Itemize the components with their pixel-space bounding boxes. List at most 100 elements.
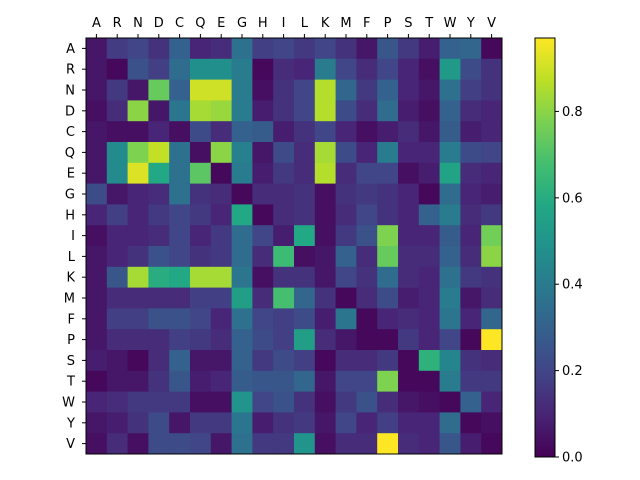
- y-tick-label: Q: [65, 146, 75, 161]
- y-tick-label: A: [66, 42, 75, 57]
- heatmap-cell-W-D: [148, 391, 170, 413]
- heatmap-cell-R-S: [398, 58, 420, 80]
- heatmap-cell-N-K: [314, 79, 336, 101]
- y-tick-label: G: [65, 188, 75, 203]
- heatmap-cell-F-L: [294, 308, 316, 330]
- heatmap-cell-R-H: [252, 58, 274, 80]
- heatmap-cell-M-Q: [190, 287, 212, 309]
- heatmap-cell-T-K: [314, 370, 336, 392]
- y-tick-label: F: [68, 312, 75, 327]
- heatmap-cell-L-R: [106, 246, 128, 268]
- heatmap-cell-G-E: [210, 183, 232, 205]
- heatmap-cell-Y-R: [106, 412, 128, 434]
- heatmap-cell-Y-N: [127, 412, 149, 434]
- heatmap-cell-W-H: [252, 391, 274, 413]
- heatmap-cell-F-T: [418, 308, 440, 330]
- heatmap-cell-W-M: [335, 391, 357, 413]
- heatmap-cell-Y-Y: [460, 412, 482, 434]
- heatmap-cell-Y-K: [314, 412, 336, 434]
- y-tick-label: E: [67, 167, 75, 182]
- heatmap-cell-N-P: [377, 79, 399, 101]
- heatmap-cell-Q-C: [169, 142, 191, 164]
- colorbar-tick-label: 0.6: [562, 191, 583, 206]
- heatmap-cell-V-F: [356, 433, 378, 455]
- heatmap-cell-Q-P: [377, 142, 399, 164]
- x-tick-label: R: [113, 16, 122, 31]
- heatmap-cell-I-V: [481, 225, 503, 247]
- heatmap-cell-S-R: [106, 350, 128, 372]
- heatmap-cell-P-I: [273, 329, 295, 351]
- heatmap-cell-M-V: [481, 287, 503, 309]
- heatmap-cell-P-V: [481, 329, 503, 351]
- heatmap-cell-G-Q: [190, 183, 212, 205]
- y-tick-label: T: [66, 375, 75, 390]
- heatmap-cell-Q-E: [210, 142, 232, 164]
- heatmap-cell-D-A: [86, 100, 108, 122]
- heatmap-cell-E-L: [294, 162, 316, 184]
- heatmap-cell-T-S: [398, 370, 420, 392]
- heatmap-cell-H-H: [252, 204, 274, 226]
- heatmap-cell-Q-A: [86, 142, 108, 164]
- heatmap-cell-S-S: [398, 350, 420, 372]
- heatmap-cell-M-M: [335, 287, 357, 309]
- heatmap-cell-E-E: [210, 162, 232, 184]
- heatmap-cell-I-L: [294, 225, 316, 247]
- heatmap-cell-D-I: [273, 100, 295, 122]
- heatmap-cell-I-W: [439, 225, 461, 247]
- heatmap-cell-W-E: [210, 391, 232, 413]
- heatmap-cell-C-D: [148, 121, 170, 143]
- heatmap-cell-K-K: [314, 266, 336, 288]
- heatmap-cell-F-Q: [190, 308, 212, 330]
- heatmap-cell-C-I: [273, 121, 295, 143]
- heatmap-cell-C-F: [356, 121, 378, 143]
- heatmap-cell-V-P: [377, 433, 399, 455]
- heatmap-cell-K-E: [210, 266, 232, 288]
- heatmap-cell-S-K: [314, 350, 336, 372]
- y-tick-label: K: [66, 271, 75, 286]
- heatmap-cell-I-C: [169, 225, 191, 247]
- heatmap-cell-C-C: [169, 121, 191, 143]
- heatmap-cell-Y-P: [377, 412, 399, 434]
- heatmap-cell-G-A: [86, 183, 108, 205]
- heatmap-cell-G-I: [273, 183, 295, 205]
- heatmap-cell-T-M: [335, 370, 357, 392]
- heatmap-cell-W-W: [439, 391, 461, 413]
- heatmap-cell-A-Y: [460, 38, 482, 60]
- heatmap-cell-Y-F: [356, 412, 378, 434]
- heatmap-cell-P-K: [314, 329, 336, 351]
- heatmap-cell-K-S: [398, 266, 420, 288]
- x-tick-label: E: [217, 16, 225, 31]
- heatmap-cell-E-I: [273, 162, 295, 184]
- heatmap-cell-M-A: [86, 287, 108, 309]
- heatmap-cell-W-V: [481, 391, 503, 413]
- heatmap-cell-E-Q: [190, 162, 212, 184]
- heatmap-cell-N-H: [252, 79, 274, 101]
- heatmap-cell-Y-I: [273, 412, 295, 434]
- heatmap-cell-I-T: [418, 225, 440, 247]
- heatmap-cell-G-C: [169, 183, 191, 205]
- heatmap-cell-N-C: [169, 79, 191, 101]
- heatmap-cell-F-S: [398, 308, 420, 330]
- x-tick-label: T: [424, 16, 433, 31]
- heatmap-cell-G-D: [148, 183, 170, 205]
- heatmap-cell-T-L: [294, 370, 316, 392]
- heatmap-cell-R-N: [127, 58, 149, 80]
- heatmap-cell-C-Y: [460, 121, 482, 143]
- x-tick-label: Q: [195, 16, 205, 31]
- heatmap-cell-P-E: [210, 329, 232, 351]
- heatmap-cell-Q-Y: [460, 142, 482, 164]
- y-tick-label: R: [66, 63, 75, 78]
- heatmap-cell-F-W: [439, 308, 461, 330]
- heatmap-cell-C-V: [481, 121, 503, 143]
- heatmap-cell-D-Y: [460, 100, 482, 122]
- x-tick-label: H: [258, 16, 268, 31]
- heatmap-cell-V-Q: [190, 433, 212, 455]
- heatmap-cell-P-R: [106, 329, 128, 351]
- heatmap-cell-D-V: [481, 100, 503, 122]
- colorbar-tick-label: 0.4: [562, 278, 583, 293]
- heatmap-cell-F-F: [356, 308, 378, 330]
- heatmap-cell-H-Q: [190, 204, 212, 226]
- heatmap-cell-E-W: [439, 162, 461, 184]
- heatmap-cell-C-M: [335, 121, 357, 143]
- heatmap-cell-F-K: [314, 308, 336, 330]
